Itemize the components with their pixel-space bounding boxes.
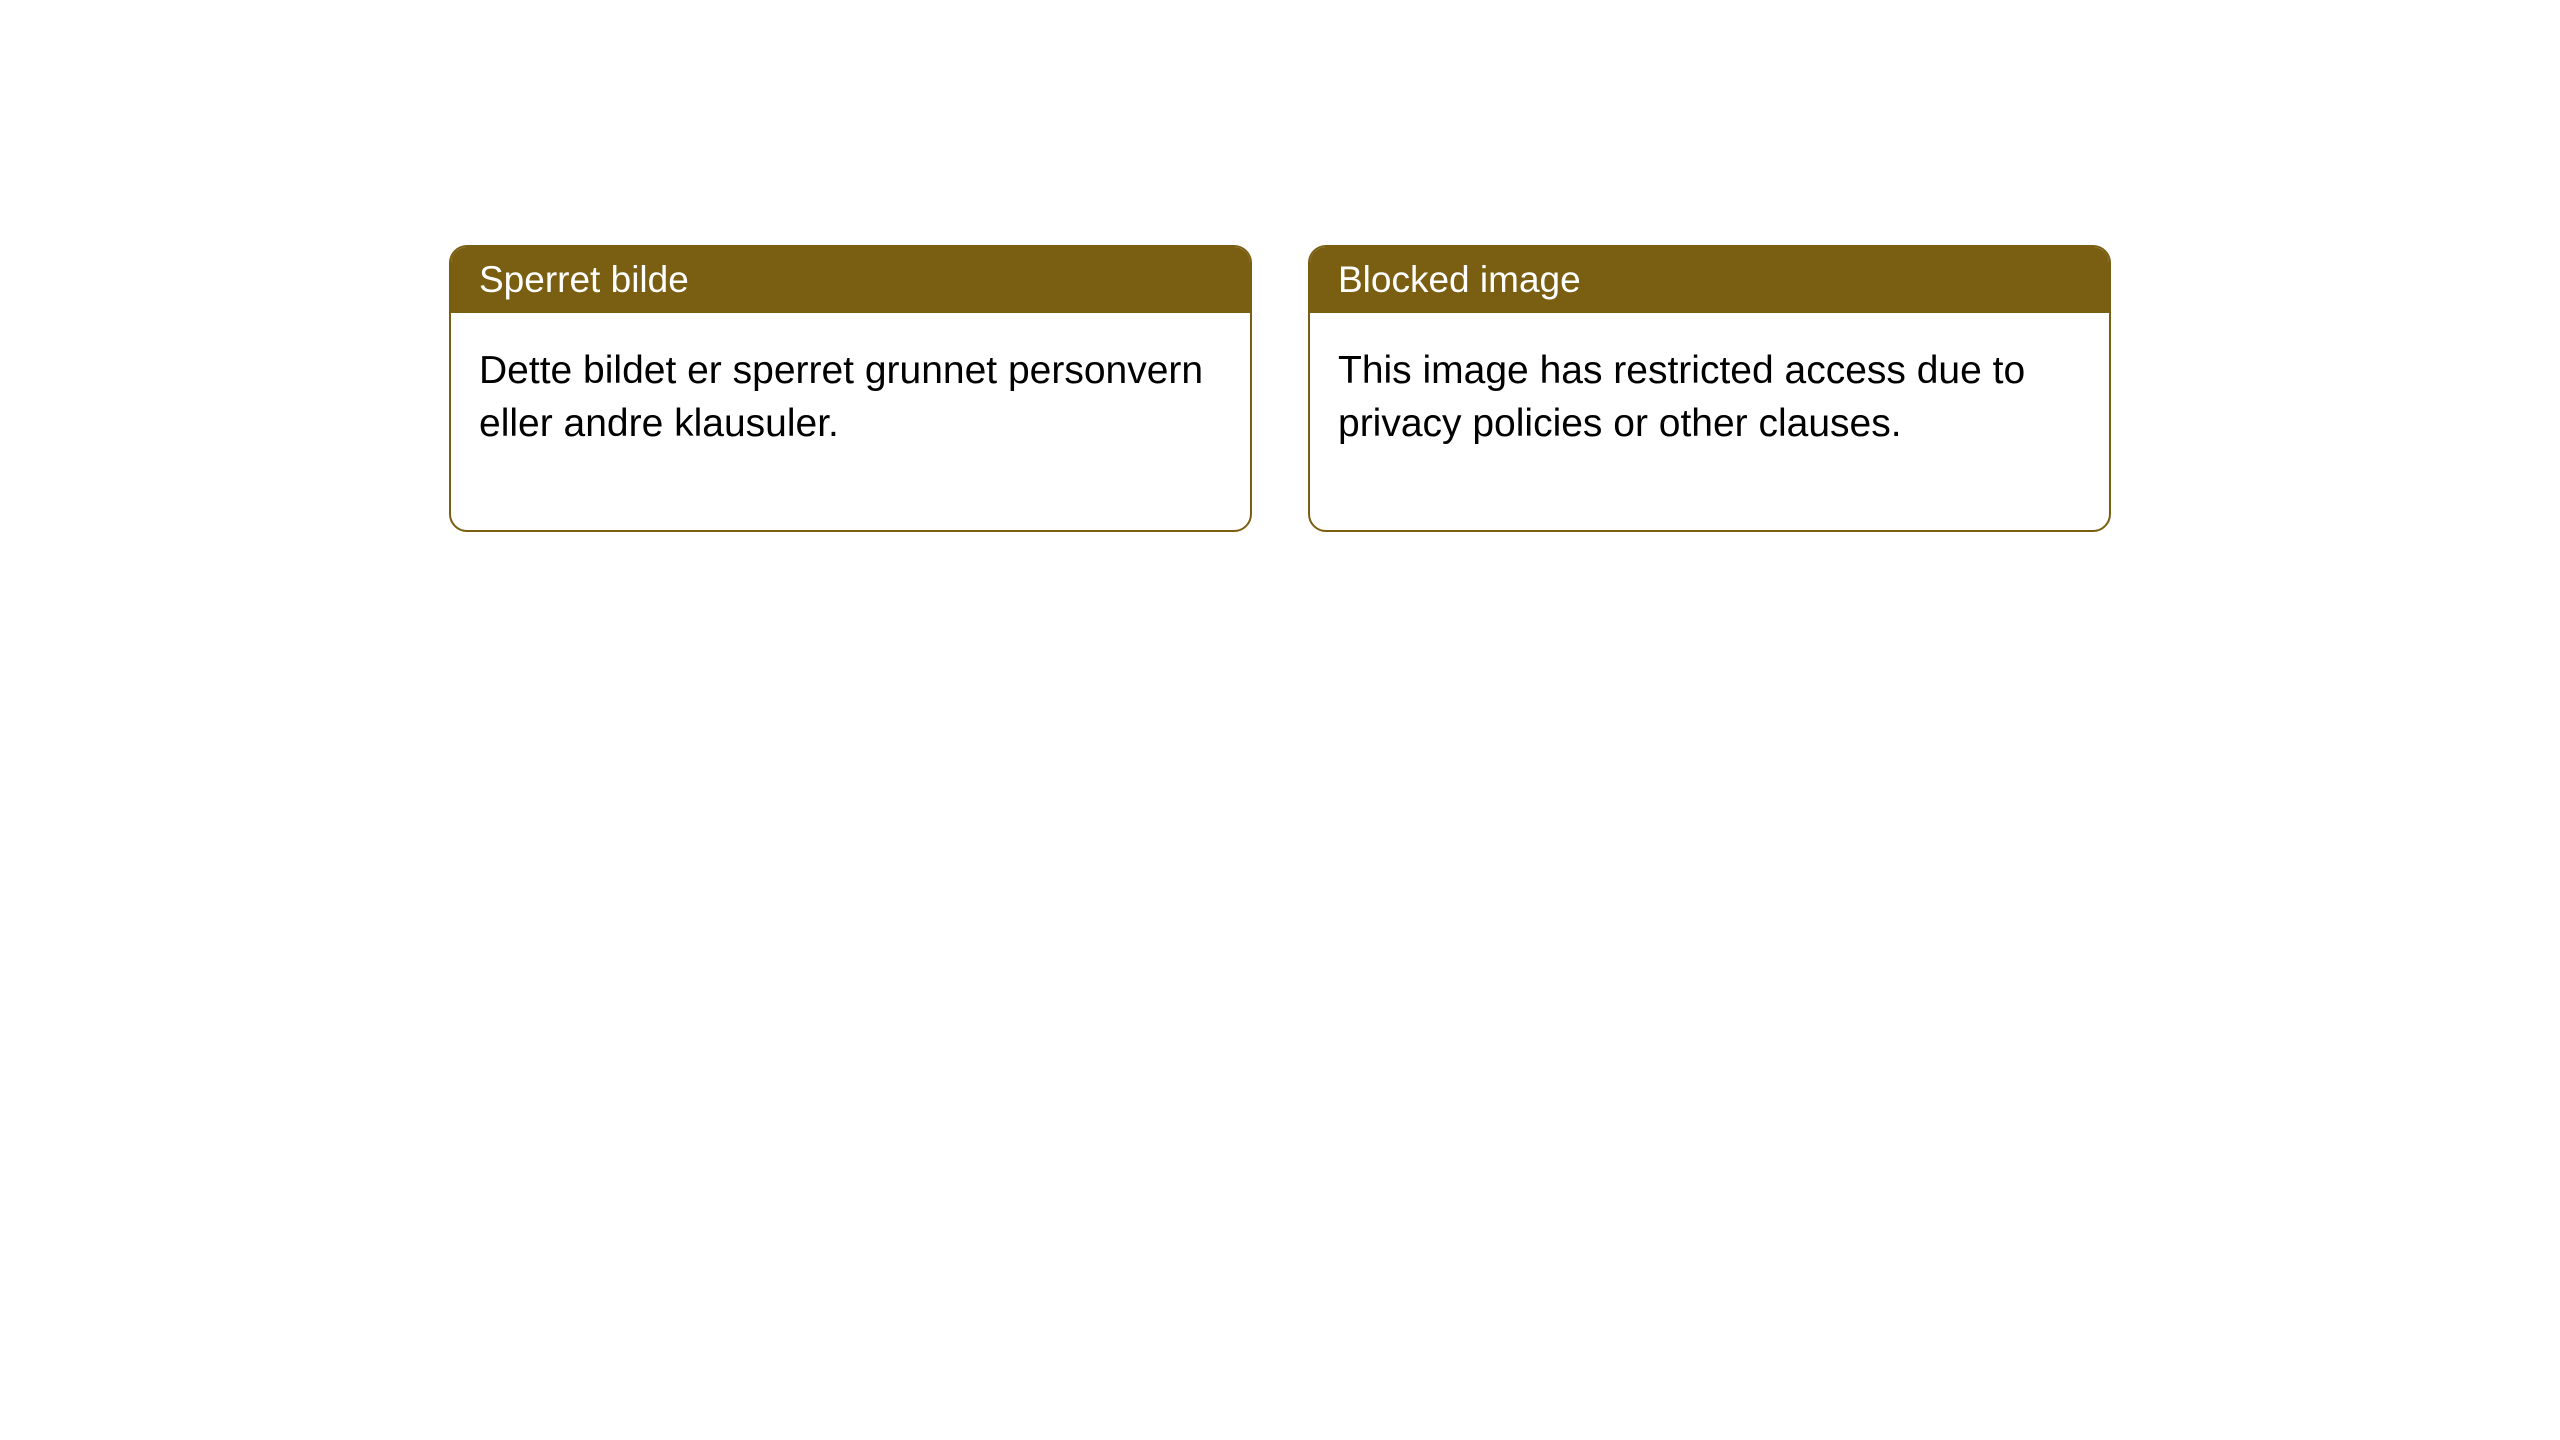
notice-header-en: Blocked image xyxy=(1310,247,2109,313)
notice-card-en: Blocked image This image has restricted … xyxy=(1308,245,2111,532)
notice-cards-row: Sperret bilde Dette bildet er sperret gr… xyxy=(449,245,2111,532)
notice-header-no: Sperret bilde xyxy=(451,247,1250,313)
notice-body-no: Dette bildet er sperret grunnet personve… xyxy=(451,313,1250,530)
notice-card-no: Sperret bilde Dette bildet er sperret gr… xyxy=(449,245,1252,532)
notice-body-en: This image has restricted access due to … xyxy=(1310,313,2109,530)
